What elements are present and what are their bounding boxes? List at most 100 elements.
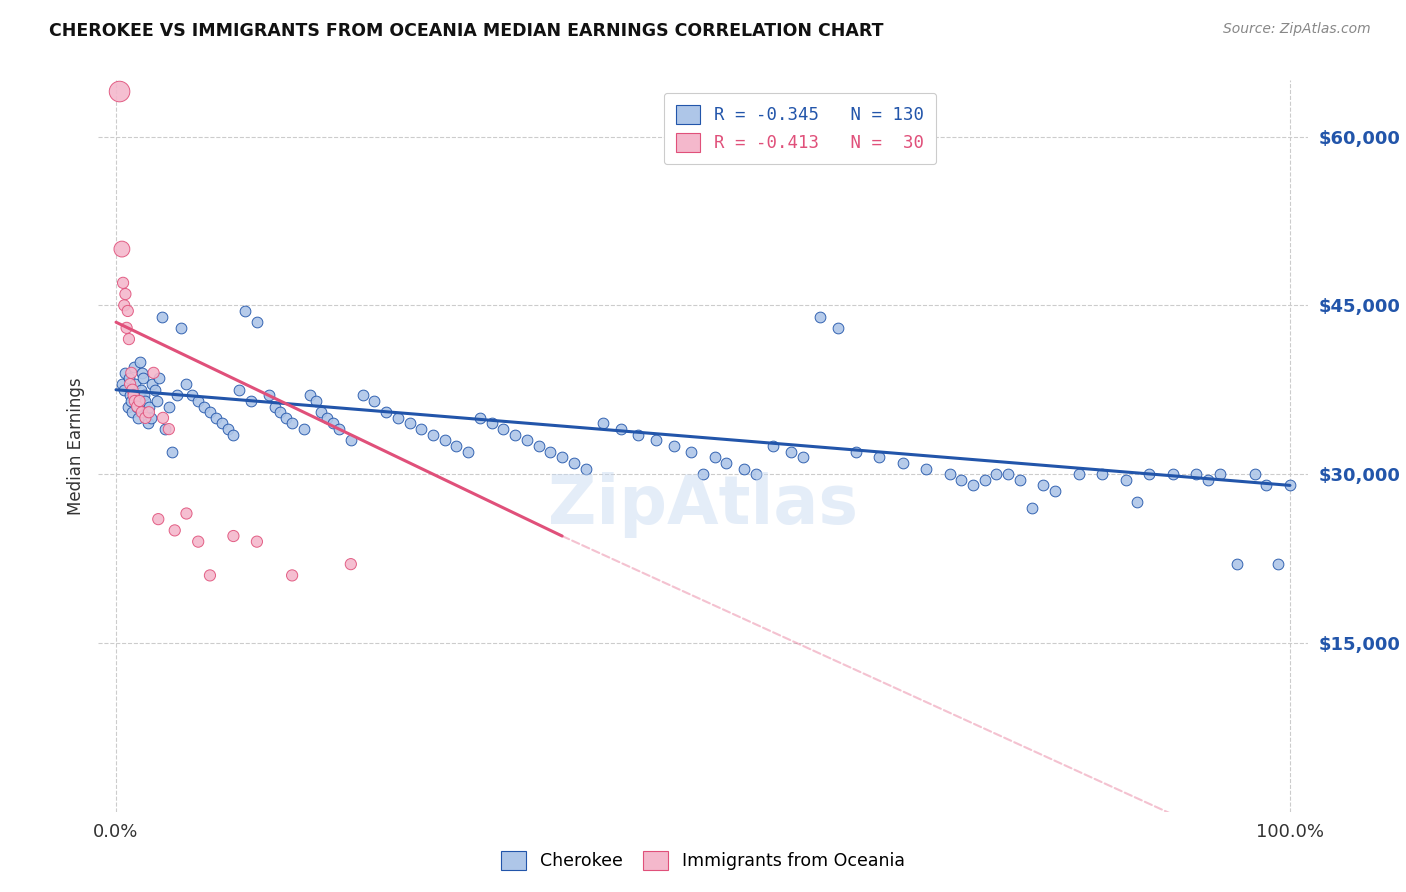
Point (363, 394, 385, 409)
Point (610, 422, 633, 436)
Y-axis label: Median Earnings: Median Earnings (66, 377, 84, 515)
Point (745, 467, 768, 482)
Point (340, 434, 363, 448)
Point (117, 304, 139, 318)
Text: CHEROKEE VS IMMIGRANTS FROM OCEANIA MEDIAN EARNINGS CORRELATION CHART: CHEROKEE VS IMMIGRANTS FROM OCEANIA MEDI… (49, 22, 884, 40)
Point (143, 383, 166, 397)
Point (281, 417, 304, 431)
Point (138, 400, 160, 414)
Point (1208, 467, 1230, 482)
Point (132, 371, 155, 385)
Point (352, 388, 374, 402)
Point (121, 405, 143, 419)
Point (457, 444, 479, 458)
Point (112, 276, 135, 290)
Point (492, 422, 515, 436)
Point (1185, 467, 1208, 482)
Point (112, 383, 135, 397)
Point (176, 377, 198, 392)
Point (141, 410, 163, 425)
Point (1256, 478, 1278, 492)
Point (131, 366, 153, 380)
Point (198, 405, 221, 419)
Point (122, 360, 145, 375)
Point (468, 410, 491, 425)
Point (762, 439, 785, 453)
Point (141, 377, 163, 392)
Point (246, 534, 269, 549)
Point (211, 417, 233, 431)
Point (1091, 467, 1114, 482)
Point (193, 400, 215, 414)
Point (121, 383, 143, 397)
Point (198, 568, 221, 582)
Point (162, 444, 184, 458)
Point (792, 450, 814, 465)
Point (950, 473, 973, 487)
Legend: R = -0.345   N = 130, R = -0.413   N =  30: R = -0.345 N = 130, R = -0.413 N = 30 (664, 93, 936, 164)
Point (134, 394, 156, 409)
Point (808, 310, 831, 324)
Point (138, 405, 160, 419)
Point (340, 557, 363, 571)
Point (120, 366, 142, 380)
Point (163, 524, 186, 538)
Point (111, 377, 134, 392)
Point (228, 383, 250, 397)
Point (1278, 478, 1301, 492)
Point (108, 85, 131, 99)
Point (125, 388, 148, 402)
Point (131, 405, 153, 419)
Point (187, 534, 209, 549)
Point (387, 410, 409, 425)
Point (155, 422, 177, 436)
Point (1161, 467, 1184, 482)
Point (157, 400, 180, 414)
Point (129, 383, 152, 397)
Text: Source: ZipAtlas.com: Source: ZipAtlas.com (1223, 22, 1371, 37)
Point (433, 434, 456, 448)
Point (257, 388, 280, 402)
Point (592, 417, 614, 431)
Point (136, 417, 159, 431)
Point (118, 371, 141, 385)
Point (169, 321, 191, 335)
Point (311, 405, 333, 419)
Point (1032, 478, 1054, 492)
Point (142, 366, 165, 380)
Point (152, 410, 174, 425)
Point (263, 400, 285, 414)
Point (292, 422, 315, 436)
Point (868, 450, 890, 465)
Point (703, 450, 725, 465)
Point (827, 321, 849, 335)
Point (938, 467, 960, 482)
Point (316, 410, 339, 425)
Point (503, 427, 526, 442)
Point (120, 377, 142, 392)
Point (222, 529, 245, 543)
Point (645, 434, 668, 448)
Point (222, 427, 245, 442)
Point (1243, 467, 1265, 482)
Point (135, 405, 157, 419)
Point (1126, 495, 1149, 509)
Point (134, 410, 156, 425)
Point (845, 444, 868, 458)
Point (328, 422, 350, 436)
Point (516, 434, 538, 448)
Point (204, 410, 226, 425)
Point (1226, 557, 1249, 571)
Point (1067, 467, 1090, 482)
Point (115, 321, 138, 335)
Point (1267, 557, 1289, 571)
Point (322, 417, 344, 431)
Point (538, 444, 561, 458)
Point (269, 405, 291, 419)
Point (157, 422, 180, 436)
Point (375, 405, 398, 419)
Point (304, 394, 326, 409)
Point (973, 473, 995, 487)
Point (692, 467, 714, 482)
Point (446, 439, 468, 453)
